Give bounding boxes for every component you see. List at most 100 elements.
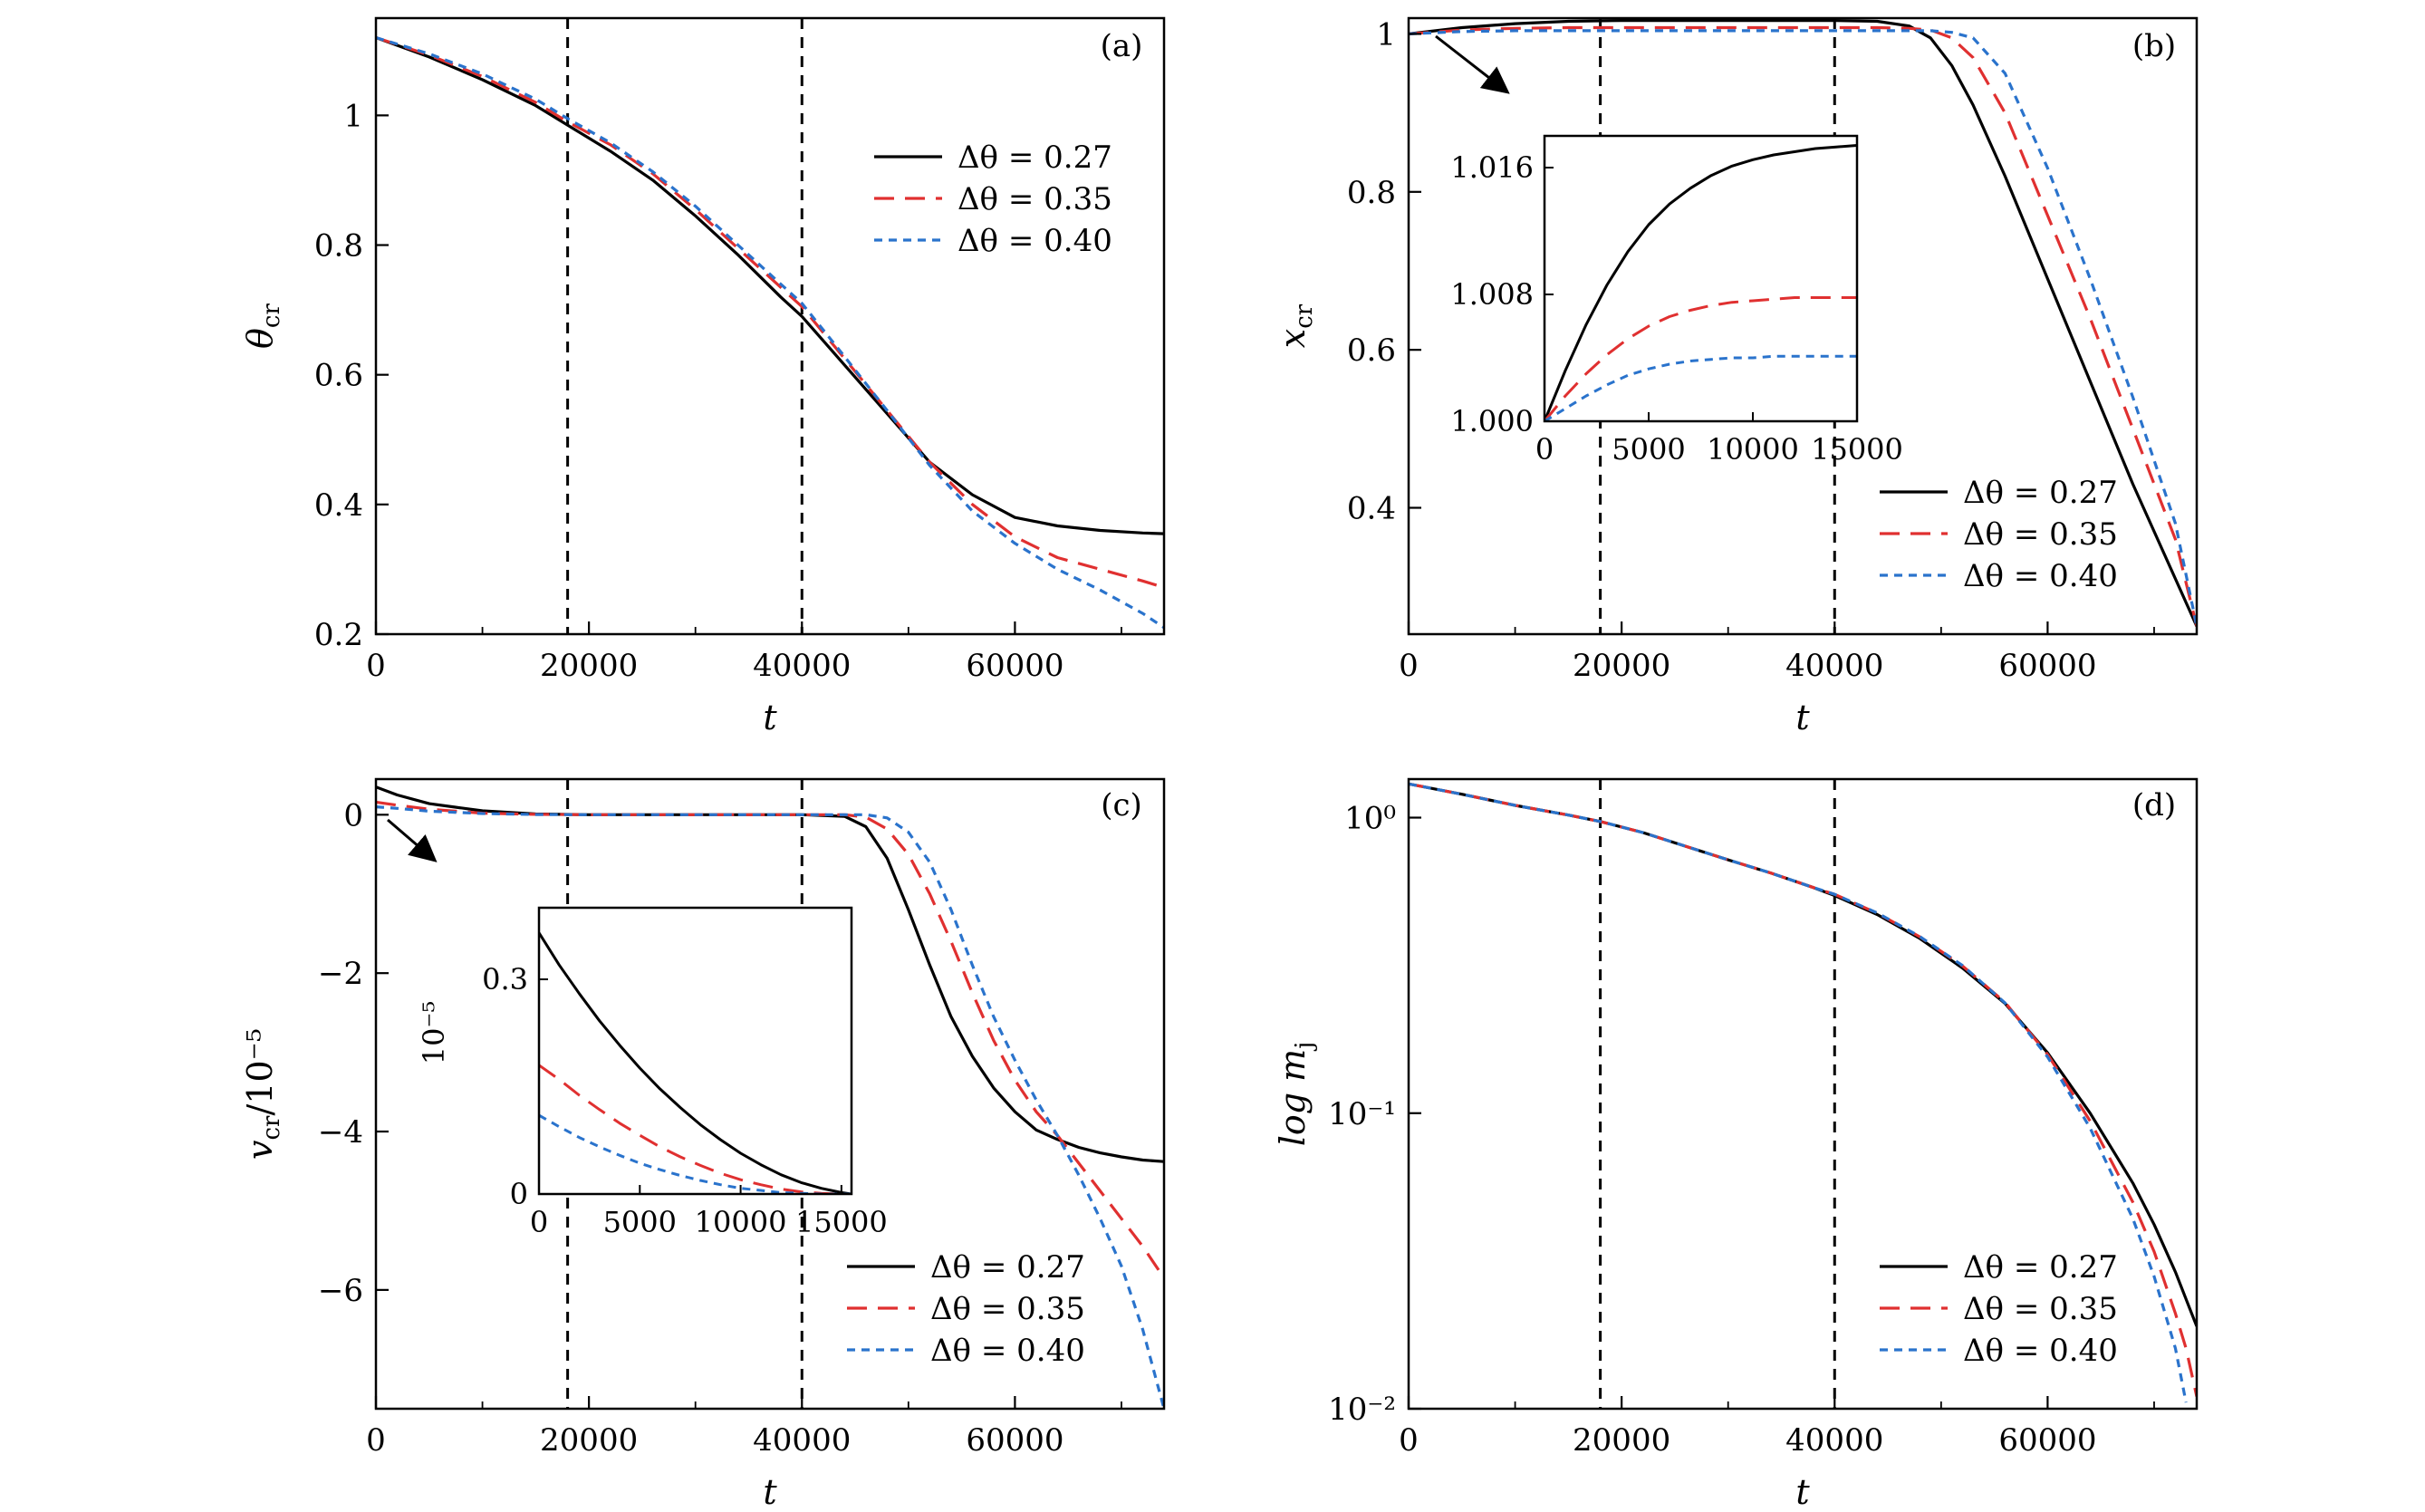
y-axis-label: xcr	[1273, 303, 1318, 348]
x-tick-label: 20000	[540, 1422, 638, 1459]
panel-c: 0 20000 40000 60000 −6 −4 −2 0 t vcr/10⁻⁵ (c) Δθ = …	[240, 777, 1166, 1512]
y-axis-label-subscript: cr	[258, 1115, 285, 1141]
y-tick-label: 10⁰	[1344, 801, 1396, 837]
legend-label-3: Δθ = 0.40	[930, 1333, 1085, 1369]
y-axis-label-main: log m	[1273, 1049, 1313, 1146]
series-group	[1409, 19, 2197, 627]
y-tick-label: 1	[343, 98, 363, 134]
series-group	[376, 785, 1164, 1409]
legend-label-3: Δθ = 0.40	[1963, 558, 2118, 594]
x-axis-label: t	[763, 1472, 777, 1512]
series-line-1	[376, 35, 1164, 535]
y-tick-label: 10⁻¹	[1328, 1096, 1396, 1132]
x-tick-label: 60000	[966, 1422, 1063, 1459]
x-tick-label: 40000	[1785, 1422, 1883, 1459]
inset-series-group	[1544, 144, 1857, 421]
inset-y-axis-label: 10⁻⁵	[417, 1001, 451, 1064]
y-axis-label: θcr	[240, 303, 285, 348]
inset-x-tick-label: 5000	[1612, 432, 1685, 467]
x-tick-label: 20000	[1573, 1422, 1670, 1459]
x-tick-label: 20000	[540, 648, 638, 684]
legend-label-2: Δθ = 0.35	[957, 181, 1112, 217]
inset-x-tick-label: 10000	[695, 1205, 787, 1239]
plot-frame	[1407, 16, 2199, 636]
y-tick-label: 0.8	[1347, 175, 1396, 211]
series-line-2	[376, 35, 1164, 590]
x-tick-label: 60000	[1998, 648, 2096, 684]
legend-label-1: Δθ = 0.27	[1963, 475, 2118, 511]
y-tick-label: 0.4	[1347, 491, 1396, 527]
panel-label: (a)	[1101, 28, 1143, 64]
x-axis-label: t	[1795, 1472, 1810, 1512]
panel-a: 0 20000 40000 60000 0.2 0.4 0.6 0.8 1 t θcr (a) Δθ =…	[240, 16, 1166, 737]
y-tick-label: 0.8	[314, 228, 363, 265]
inset-pointer-arrow-c	[387, 818, 438, 862]
y-axis-label-main: x	[1273, 329, 1313, 348]
y-axis-label-suffix: /10⁻⁵	[240, 1028, 280, 1115]
y-tick-label: 0.4	[314, 487, 363, 524]
series-line-3	[1409, 782, 2188, 1403]
x-tick-label: 40000	[1785, 648, 1883, 684]
inset-plot: 0 5000 10000 15000 1.000 1.008 1.016	[1450, 134, 1903, 467]
series-line-2	[376, 800, 1164, 1279]
inset-y-tick-label: 0	[510, 1177, 528, 1211]
y-tick-label: 10⁻²	[1328, 1392, 1396, 1428]
panel-label: (c)	[1101, 787, 1142, 823]
inset-series-line-2	[539, 1064, 852, 1194]
legend-label-2: Δθ = 0.35	[930, 1291, 1085, 1327]
y-tick-label: 0	[343, 797, 363, 833]
x-tick-label: 20000	[1573, 648, 1670, 684]
inset-x-tick-label: 15000	[1811, 432, 1903, 467]
inset-x-tick-label: 0	[1535, 432, 1554, 467]
legend-label-3: Δθ = 0.40	[1963, 1333, 2118, 1369]
inset-y-tick-label: 1.000	[1450, 404, 1534, 438]
inset-series-line-2	[1544, 296, 1857, 421]
series-line-3	[376, 35, 1164, 630]
inset-y-tick-label: 1.016	[1450, 150, 1534, 185]
series-line-3	[1409, 29, 2197, 627]
inset-series-line-1	[539, 931, 852, 1194]
y-axis-label: log mj	[1273, 1042, 1318, 1147]
inset-y-tick-label: 1.008	[1450, 277, 1534, 312]
y-tick-label: −2	[318, 956, 363, 992]
series-line-1	[1409, 782, 2197, 1327]
series-group	[376, 35, 1164, 630]
y-tick-label: −6	[318, 1273, 363, 1309]
plot-frame	[1407, 777, 2199, 1411]
panel-label: (d)	[2132, 787, 2176, 823]
series-group	[1409, 782, 2197, 1403]
inset-x-tick-label: 0	[530, 1205, 548, 1239]
series-line-3	[376, 805, 1164, 1409]
x-axis-label: t	[1795, 698, 1810, 737]
plot-frame	[374, 16, 1166, 636]
y-tick-label: 0.2	[314, 617, 363, 653]
panel-d: 0 20000 40000 60000 10⁻² 10⁻¹ 10⁰ t log mj (d) Δθ …	[1273, 777, 2199, 1512]
x-tick-label: 60000	[966, 648, 1063, 684]
inset-background	[1544, 136, 1857, 421]
y-axis-label-subscript: cr	[258, 303, 285, 328]
x-tick-label: 0	[1399, 1422, 1419, 1459]
inset-pointer-arrow-b	[1435, 34, 1510, 94]
x-tick-label: 60000	[1998, 1422, 2096, 1459]
y-axis-label-main: θ	[240, 328, 280, 349]
panel-label: (b)	[2132, 28, 2176, 64]
inset-x-tick-label: 15000	[795, 1205, 888, 1239]
plot-frame	[374, 777, 1166, 1411]
inset-frame	[537, 906, 853, 1196]
legend-label-2: Δθ = 0.35	[1963, 1291, 2118, 1327]
inset-plot: 0 5000 10000 15000 0 0.3 10⁻⁵	[417, 906, 888, 1239]
legend-label-1: Δθ = 0.27	[957, 140, 1112, 176]
x-tick-label: 0	[366, 1422, 386, 1459]
x-tick-label: 0	[1399, 648, 1419, 684]
inset-y-tick-label: 0.3	[482, 962, 528, 997]
inset-background	[539, 908, 852, 1194]
panel-b: 0 20000 40000 60000 0.4 0.6 0.8 1 t xcr (b) Δθ = 0.…	[1273, 16, 2199, 737]
y-tick-label: 1	[1376, 16, 1396, 53]
inset-frame	[1543, 134, 1859, 423]
x-axis-label: t	[763, 698, 777, 737]
y-tick-label: −4	[318, 1114, 363, 1151]
y-tick-label: 0.6	[314, 358, 363, 394]
y-axis-label-subscript: cr	[1291, 303, 1318, 329]
legend-label-3: Δθ = 0.40	[957, 223, 1112, 259]
